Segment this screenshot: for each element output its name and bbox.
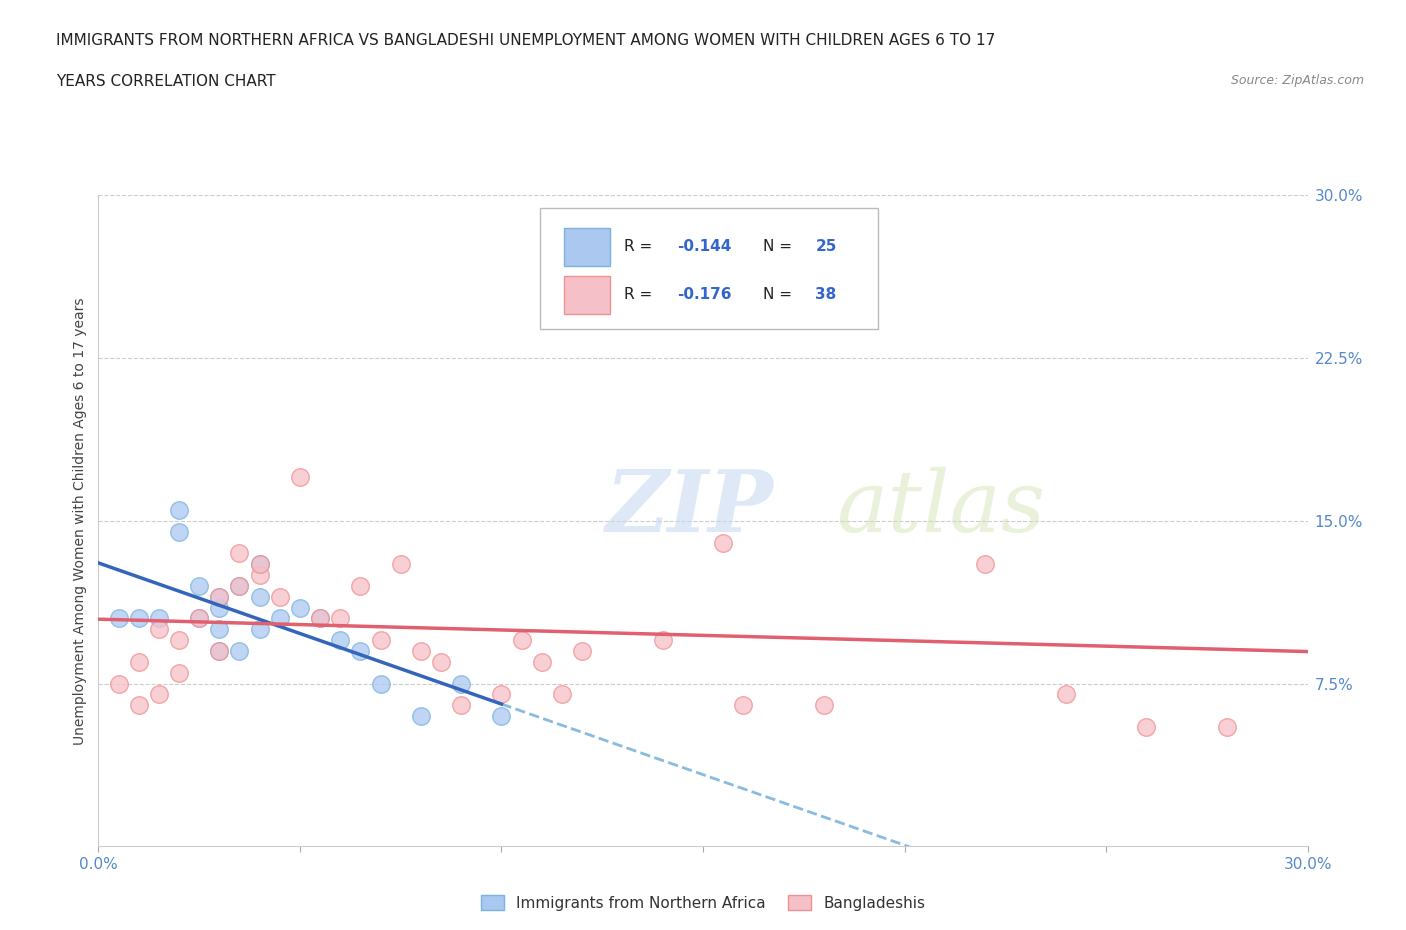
FancyBboxPatch shape [540,208,879,329]
Text: R =: R = [624,239,658,254]
Point [409,709,432,724]
Point [107,676,129,691]
Point [128,698,150,712]
Point [288,470,311,485]
Point [167,665,190,680]
FancyBboxPatch shape [564,228,610,266]
Text: ZIP: ZIP [606,466,775,550]
Point [208,590,231,604]
Point [228,578,250,593]
Point [510,632,533,647]
Point [288,600,311,615]
Point [107,611,129,626]
Text: N =: N = [763,239,797,254]
Point [167,632,190,647]
Point [208,600,231,615]
Point [148,622,170,637]
Point [974,557,997,572]
Point [148,687,170,702]
Point [430,655,453,670]
Point [349,644,371,658]
Text: -0.176: -0.176 [678,287,733,302]
Point [329,632,352,647]
Point [269,590,291,604]
Point [1054,687,1077,702]
Point [551,687,574,702]
Point [208,644,231,658]
Point [128,611,150,626]
Point [491,687,513,702]
Point [167,502,190,517]
Y-axis label: Unemployment Among Women with Children Ages 6 to 17 years: Unemployment Among Women with Children A… [73,297,87,745]
Point [208,590,231,604]
Point [167,525,190,539]
Point [329,611,352,626]
Point [571,644,593,658]
Point [249,590,271,604]
Point [813,698,835,712]
Point [733,698,755,712]
Point [148,611,170,626]
Text: IMMIGRANTS FROM NORTHERN AFRICA VS BANGLADESHI UNEMPLOYMENT AMONG WOMEN WITH CHI: IMMIGRANTS FROM NORTHERN AFRICA VS BANGL… [56,33,995,47]
Point [228,578,250,593]
Point [228,546,250,561]
Point [188,611,211,626]
Point [309,611,332,626]
Text: -0.144: -0.144 [678,239,733,254]
Point [349,578,371,593]
Legend: Immigrants from Northern Africa, Bangladeshis: Immigrants from Northern Africa, Banglad… [474,889,932,917]
Point [409,644,432,658]
Point [249,557,271,572]
FancyBboxPatch shape [564,276,610,313]
Point [450,698,472,712]
Text: R =: R = [624,287,658,302]
Point [128,655,150,670]
Text: atlas: atlas [837,467,1045,549]
Point [370,632,392,647]
Point [772,286,794,300]
Point [208,622,231,637]
Text: N =: N = [763,287,797,302]
Point [651,632,673,647]
Point [711,535,734,550]
Point [491,709,513,724]
Point [1135,720,1157,735]
Point [309,611,332,626]
Point [370,676,392,691]
Point [269,611,291,626]
Text: Source: ZipAtlas.com: Source: ZipAtlas.com [1230,74,1364,87]
Text: 38: 38 [815,287,837,302]
Point [389,557,412,572]
Point [228,644,250,658]
Point [188,611,211,626]
Point [1216,720,1239,735]
Text: 25: 25 [815,239,837,254]
Point [208,644,231,658]
Point [188,578,211,593]
Point [450,676,472,691]
Point [249,622,271,637]
Point [249,567,271,582]
Text: YEARS CORRELATION CHART: YEARS CORRELATION CHART [56,74,276,89]
Point [249,557,271,572]
Point [530,655,553,670]
